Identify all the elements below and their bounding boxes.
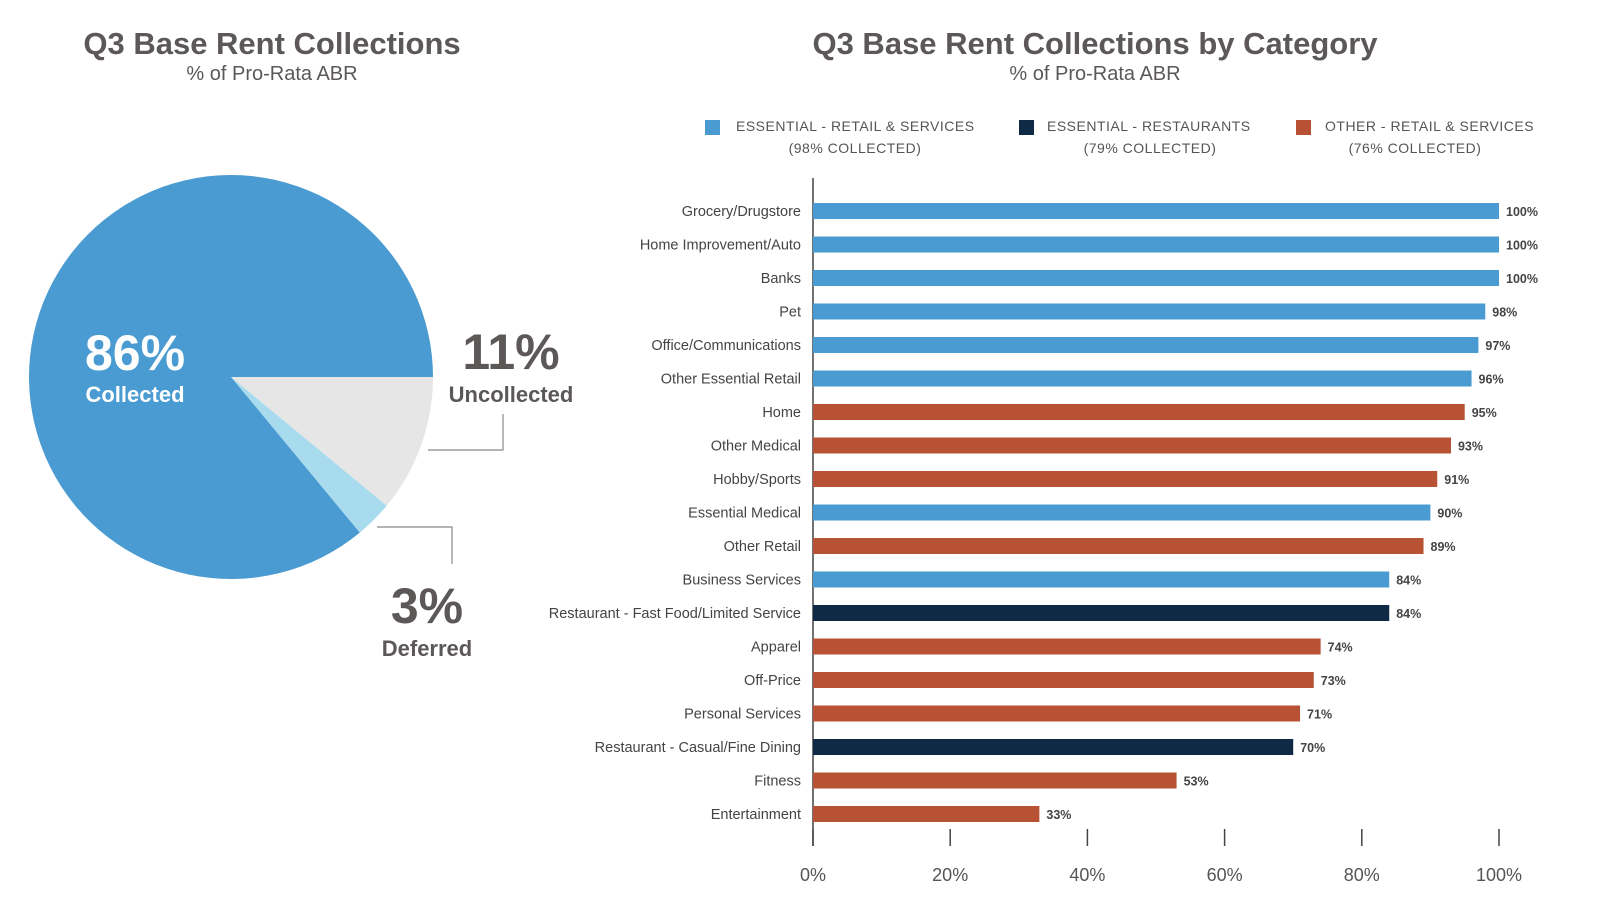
bar-category-label: Personal Services: [684, 707, 801, 723]
bar-essential-restaurants: [813, 739, 1294, 755]
bar-value-label: 95%: [1472, 406, 1497, 420]
bar-value-label: 98%: [1492, 306, 1517, 320]
uncollected-name-label: Uncollected: [449, 382, 574, 407]
bar-category-label: Hobby/Sports: [713, 472, 801, 488]
collected-value-label: 86%: [85, 325, 185, 381]
collected-name-label: Collected: [85, 382, 184, 407]
bar-essential-retail: [813, 571, 1390, 588]
bar-other-retail: [813, 806, 1040, 822]
bar-value-label: 89%: [1431, 540, 1456, 554]
bar-category-label: Pet: [779, 305, 801, 321]
bar-value-label: 100%: [1506, 205, 1538, 219]
x-tick-label: 60%: [1207, 865, 1243, 885]
bar-essential-retail: [813, 270, 1499, 286]
bar-value-label: 74%: [1328, 641, 1353, 655]
bar-value-label: 53%: [1184, 775, 1209, 789]
bar-category-label: Grocery/Drugstore: [682, 204, 801, 220]
legend-note-other-retail: (76% COLLECTED): [1348, 140, 1482, 156]
bar-category-label: Other Medical: [711, 439, 801, 455]
pie-slice-uncollected: [231, 377, 433, 506]
legend-label-essential-retail: ESSENTIAL - RETAIL & SERVICES: [736, 118, 975, 134]
deferred-value-label: 3%: [391, 578, 463, 634]
legend-swatch-essential-retail: [705, 120, 720, 135]
bar-category-label: Fitness: [754, 774, 801, 790]
x-tick-label: 100%: [1476, 865, 1522, 885]
bar-value-label: 33%: [1046, 808, 1071, 822]
bar-value-label: 70%: [1300, 741, 1325, 755]
deferred-name-label: Deferred: [382, 636, 472, 661]
legend-note-essential-restaurants: (79% COLLECTED): [1083, 140, 1217, 156]
bar-value-label: 84%: [1396, 607, 1421, 621]
pie-chart: 86%Collected 11%Uncollected 3%Deferred: [28, 175, 574, 661]
bar-chart-title: Q3 Base Rent Collections by Category: [812, 26, 1378, 61]
bar-value-label: 97%: [1485, 339, 1510, 353]
bar-value-label: 100%: [1506, 239, 1538, 253]
bar-other-retail: [813, 638, 1321, 655]
bar-other-retail: [813, 772, 1177, 789]
bar-category-label: Banks: [761, 271, 801, 287]
legend-swatch-essential-restaurants: [1019, 120, 1034, 135]
bar-category-label: Home: [762, 405, 801, 421]
x-tick-label: 40%: [1069, 865, 1105, 885]
bar-value-label: 71%: [1307, 708, 1332, 722]
bar-category-label: Apparel: [751, 640, 801, 656]
bar-other-retail: [813, 538, 1424, 554]
bar-essential-retail: [813, 504, 1431, 521]
deferred-leader-line: [377, 526, 453, 564]
uncollected-leader-line: [428, 414, 504, 451]
bar-other-retail: [813, 471, 1438, 487]
pie-slice-deferred: [231, 377, 387, 533]
x-tick-label: 80%: [1344, 865, 1380, 885]
uncollected-value-label: 11%: [462, 324, 559, 380]
bar-category-label: Home Improvement/Auto: [640, 238, 801, 254]
bar-value-label: 84%: [1396, 574, 1421, 588]
bar-value-label: 73%: [1321, 674, 1346, 688]
bar-category-label: Office/Communications: [651, 338, 801, 354]
pie-chart-subtitle: % of Pro-Rata ABR: [186, 63, 358, 85]
bar-value-label: 91%: [1444, 473, 1469, 487]
bar-essential-retail: [813, 370, 1472, 387]
bar-essential-retail: [813, 236, 1499, 253]
legend-note-essential-retail: (98% COLLECTED): [788, 140, 922, 156]
bar-essential-retail: [813, 303, 1486, 320]
bar-other-retail: [813, 672, 1314, 688]
bar-category-label: Business Services: [683, 573, 801, 589]
bar-category-label: Entertainment: [711, 807, 801, 823]
bar-category-label: Other Essential Retail: [661, 372, 801, 388]
bar-category-label: Restaurant - Casual/Fine Dining: [595, 740, 801, 756]
pie-chart-title: Q3 Base Rent Collections: [83, 26, 461, 61]
x-tick-label: 0%: [800, 865, 826, 885]
bar-value-label: 90%: [1437, 507, 1462, 521]
legend-label-other-retail: OTHER - RETAIL & SERVICES: [1325, 118, 1535, 134]
x-tick-label: 20%: [932, 865, 968, 885]
legend-label-essential-restaurants: ESSENTIAL - RESTAURANTS: [1047, 118, 1251, 134]
bar-chart-subtitle: % of Pro-Rata ABR: [1009, 63, 1181, 85]
bar-category-label: Off-Price: [744, 673, 801, 689]
bar-essential-retail: [813, 337, 1479, 353]
bar-other-retail: [813, 437, 1451, 454]
bar-other-retail: [813, 404, 1465, 420]
legend-swatch-other-retail: [1296, 120, 1311, 135]
pie-slice-collected: [28, 175, 433, 579]
bar-category-label: Other Retail: [724, 539, 801, 555]
bar-value-label: 100%: [1506, 272, 1538, 286]
bar-essential-retail: [813, 203, 1499, 219]
bar-value-label: 93%: [1458, 440, 1483, 454]
bar-value-label: 96%: [1479, 373, 1504, 387]
bar-other-retail: [813, 705, 1301, 722]
bar-essential-restaurants: [813, 605, 1390, 621]
bar-category-label: Essential Medical: [688, 506, 801, 522]
